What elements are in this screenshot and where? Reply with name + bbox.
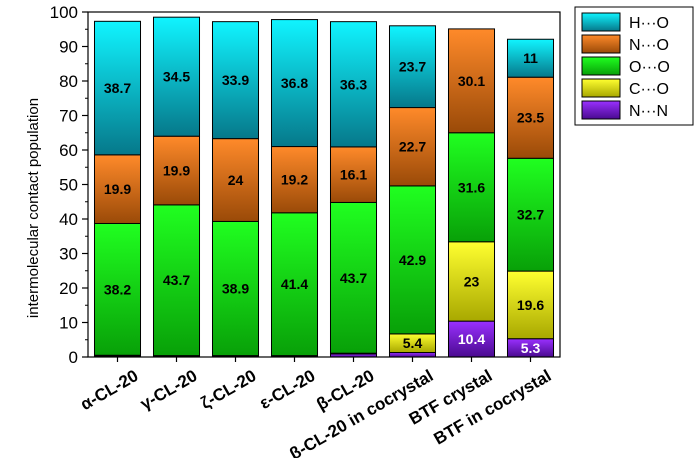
legend-swatch-n-n	[581, 100, 621, 120]
bar-o-o-6	[388, 185, 437, 335]
x-tick-label-2: γ-CL-20	[137, 366, 201, 414]
bar-h-o-4	[270, 19, 319, 148]
data-label-c-o-7: 23	[464, 273, 480, 289]
data-label-h-o-3: 33.9	[222, 72, 249, 88]
y-tick-label-80: 80	[59, 72, 78, 91]
data-label-c-o-8: 19.6	[517, 297, 544, 313]
bar-n-o-4	[270, 146, 319, 214]
data-label-n-o-6: 22.7	[399, 139, 426, 155]
bar-o-o-1	[93, 222, 142, 356]
y-tick-label-50: 50	[59, 176, 78, 195]
legend-label-n-n: N···N	[629, 103, 668, 120]
y-tick-label-30: 30	[59, 245, 78, 264]
data-label-o-o-8: 32.7	[517, 207, 544, 223]
data-label-o-o-5: 43.7	[340, 270, 367, 286]
data-label-n-o-1: 19.9	[104, 181, 131, 197]
data-label-h-o-1: 38.7	[104, 80, 131, 96]
y-tick-label-60: 60	[59, 141, 78, 160]
y-tick-label-20: 20	[59, 279, 78, 298]
bar-h-o-8	[506, 38, 555, 78]
data-label-o-o-7: 31.6	[458, 179, 485, 195]
y-tick-label-40: 40	[59, 210, 78, 229]
bar-h-o-1	[93, 20, 142, 156]
data-label-n-o-7: 30.1	[458, 73, 485, 89]
data-label-o-o-2: 43.7	[163, 272, 190, 288]
data-label-o-o-1: 38.2	[104, 281, 131, 297]
y-tick-label-100: 100	[50, 3, 78, 22]
bar-h-o-5	[329, 21, 378, 148]
data-label-h-o-4: 36.8	[281, 75, 308, 91]
data-label-o-o-6: 42.9	[399, 252, 426, 268]
data-label-h-o-8: 11	[523, 50, 538, 66]
data-label-c-o-6: 5.4	[403, 335, 423, 351]
legend-label-n-o: N···O	[629, 37, 669, 54]
bar-n-n-6	[388, 352, 437, 358]
legend-label-o-o: O···O	[629, 59, 670, 76]
data-label-h-o-6: 23.7	[399, 59, 426, 75]
y-tick-label-70: 70	[59, 107, 78, 126]
bar-h-o-3	[211, 21, 260, 140]
bar-o-o-7	[447, 132, 496, 243]
legend-label-c-o: C···O	[629, 81, 669, 98]
legend-label-h-o: H···O	[629, 15, 669, 32]
data-label-h-o-2: 34.5	[163, 69, 190, 85]
y-tick-label-0: 0	[69, 348, 78, 367]
x-tick-label-4: ε-CL-20	[256, 366, 318, 413]
bars-layer: 38.2 19.9 38.7 43.7 19.9 34.5 38.9 24 33.9 41.4 19…	[93, 16, 555, 358]
bar-c-o-7	[447, 241, 496, 322]
bar-o-o-3	[211, 220, 260, 357]
legend-swatch-c-o	[581, 78, 621, 98]
bar-h-o-2	[152, 16, 201, 137]
data-label-n-o-3: 24	[228, 172, 244, 188]
y-tick-label-10: 10	[59, 314, 78, 333]
bar-n-o-7	[447, 28, 496, 134]
bar-o-o-2	[152, 204, 201, 357]
legend-swatch-o-o	[581, 56, 621, 76]
bar-n-o-2	[152, 135, 201, 206]
data-label-n-o-8: 23.5	[517, 110, 544, 126]
legend: H···O N···O O···O C···O N···N	[574, 6, 694, 126]
bar-n-o-8	[506, 76, 555, 159]
bar-o-o-8	[506, 157, 555, 272]
bar-n-o-6	[388, 107, 437, 187]
data-label-n-o-2: 19.9	[163, 163, 190, 179]
y-tick-label-90: 90	[59, 38, 78, 57]
data-label-o-o-4: 41.4	[281, 276, 308, 292]
legend-swatch-h-o	[581, 12, 621, 32]
data-label-h-o-5: 36.3	[340, 76, 367, 92]
data-label-n-n-8: 5.3	[521, 340, 541, 356]
x-tick-label-1: α-CL-20	[77, 366, 141, 414]
x-tick-label-3: ζ-CL-20	[197, 366, 259, 413]
data-label-n-o-5: 16.1	[340, 167, 367, 183]
data-label-n-n-7: 10.4	[458, 331, 485, 347]
data-label-n-o-4: 19.2	[281, 172, 308, 188]
bar-n-o-3	[211, 138, 260, 222]
bar-c-o-8	[506, 270, 555, 340]
y-axis-label: intermolecular contact population	[25, 98, 42, 318]
bar-n-o-1	[93, 154, 142, 224]
legend-swatch-n-o	[581, 34, 621, 54]
bar-h-o-6	[388, 25, 437, 109]
data-label-o-o-3: 38.9	[222, 281, 249, 297]
